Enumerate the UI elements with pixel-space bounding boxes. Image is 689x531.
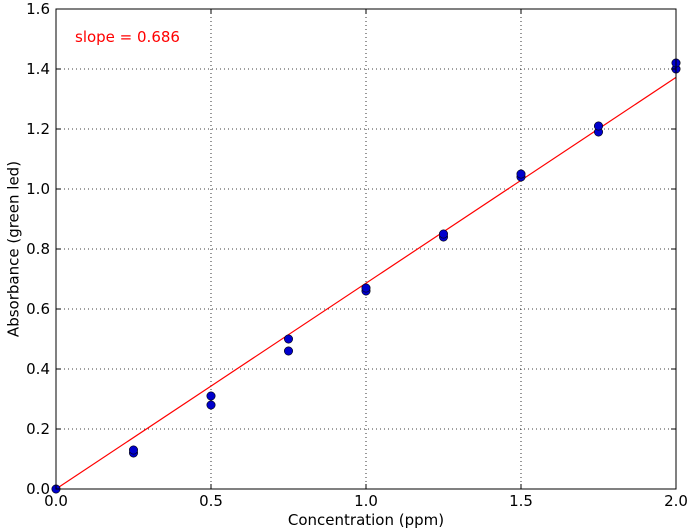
y-tick-label: 1.4: [26, 60, 50, 78]
data-point: [283, 334, 293, 344]
grid-layer: [56, 9, 676, 489]
data-point: [283, 346, 293, 356]
y-tick-label: 0.6: [26, 300, 50, 318]
slope-annotation: slope = 0.686: [75, 28, 180, 46]
x-tick-label: 2.0: [664, 492, 688, 510]
y-tick-label: 0.0: [26, 480, 50, 498]
y-tick-label: 1.0: [26, 180, 50, 198]
y-tick-label: 0.2: [26, 420, 50, 438]
y-tick-label: 1.6: [26, 0, 50, 18]
x-tick-label: 1.0: [354, 492, 378, 510]
x-axis-label: Concentration (ppm): [288, 511, 444, 529]
ticks-layer: 0.0 0.5 1.0 1.5 2.0 0.0 0.2 0.4 0.6 0.8 1.0 1.2 1.4 1…: [26, 0, 688, 510]
data-point: [206, 400, 216, 410]
y-axis-label: Absorbance (green led): [5, 161, 23, 337]
data-point: [129, 445, 139, 455]
x-tick-label: 0.5: [199, 492, 223, 510]
x-tick-label: 0.0: [44, 492, 68, 510]
fit-line: [55, 76, 677, 490]
x-tick-label: 1.5: [509, 492, 533, 510]
points-layer: [51, 58, 681, 494]
y-tick-label: 1.2: [26, 120, 50, 138]
data-point: [206, 391, 216, 401]
y-tick-label: 0.8: [26, 240, 50, 258]
data-point: [593, 121, 603, 131]
y-tick-label: 0.4: [26, 360, 50, 378]
fit-layer: [55, 76, 677, 490]
data-point: [361, 283, 371, 293]
data-point: [438, 229, 448, 239]
data-point: [516, 169, 526, 179]
